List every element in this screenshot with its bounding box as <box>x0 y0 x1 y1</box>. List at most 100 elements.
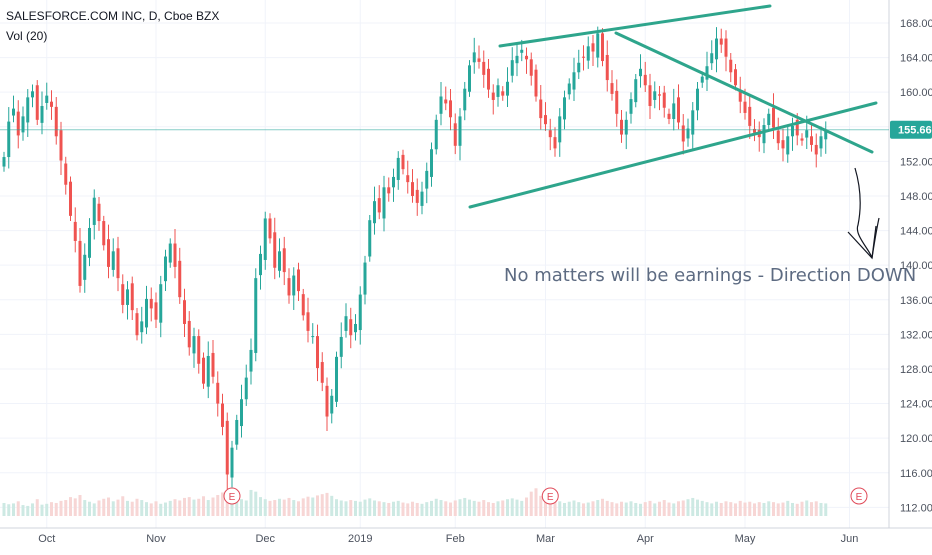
volume-bar <box>301 498 305 516</box>
volume-bar <box>406 503 410 516</box>
volume-bar <box>653 503 657 516</box>
volume-bar <box>211 497 215 516</box>
volume-bar <box>382 502 386 516</box>
volume-bar <box>544 499 547 516</box>
candle-body <box>54 106 58 137</box>
price-axis: 168.00164.00160.00156.00152.00148.00144.… <box>900 18 932 514</box>
candle-body <box>73 221 77 241</box>
candle-body <box>206 355 210 387</box>
volume-bar <box>700 500 704 516</box>
volume-bar <box>50 502 53 516</box>
volume-bar <box>762 502 766 516</box>
candle-body <box>278 251 281 271</box>
candle-body <box>776 130 780 144</box>
candle-body <box>392 176 395 188</box>
volume-bar <box>729 502 733 516</box>
volume-bar <box>824 503 828 516</box>
earnings-marker <box>850 487 868 505</box>
price-tick-label: 128.00 <box>900 364 932 376</box>
candle-body <box>729 59 733 73</box>
volume-bar <box>563 502 566 516</box>
candle-body <box>297 269 300 292</box>
trendline <box>498 4 772 48</box>
volume-bar <box>629 501 633 516</box>
volume-bar <box>192 499 196 516</box>
last-price-tag: 155.66 <box>890 120 932 139</box>
volume-bar <box>107 497 110 516</box>
volume-bar <box>387 502 391 516</box>
volume-bar <box>59 500 63 516</box>
candle-body <box>453 123 457 146</box>
candle-body <box>696 88 699 111</box>
time-tick-label: Jun <box>841 533 859 545</box>
candle-body <box>525 55 528 60</box>
candle-body <box>254 278 258 353</box>
candle-body <box>734 69 737 86</box>
candle-body <box>316 336 319 369</box>
volume-bar <box>515 499 519 516</box>
candle-body <box>544 115 547 125</box>
volume-bar <box>520 500 524 516</box>
candle-body <box>382 187 386 219</box>
candle-body <box>164 256 167 282</box>
volume-bar <box>363 499 367 516</box>
volume-indicator-label[interactable]: Vol (20) <box>6 29 48 43</box>
volume-bar <box>69 497 72 516</box>
volume-bar <box>83 500 87 516</box>
candle-body <box>240 399 243 427</box>
price-tick-label: 144.00 <box>900 226 932 238</box>
candle-body <box>738 91 742 102</box>
candle-body <box>35 85 39 120</box>
volume-bar <box>753 503 756 516</box>
candle-body <box>78 240 82 286</box>
price-tag-bg <box>890 120 932 139</box>
earnings-marker-label: E <box>856 492 863 503</box>
candle-body <box>325 385 329 417</box>
candle-body <box>805 130 809 138</box>
volume-bar <box>392 501 395 516</box>
volume-bar <box>496 501 500 516</box>
candle-body <box>553 137 557 149</box>
candle-body <box>187 320 191 348</box>
volume-bar <box>586 502 590 516</box>
volume-bar <box>686 499 690 516</box>
volume-bar <box>230 495 234 516</box>
candle-body <box>387 187 391 194</box>
candle-body <box>121 284 125 305</box>
symbol-title[interactable]: SALESFORCE.COM INC, D, Cboe BZX <box>6 9 220 23</box>
volume-bar <box>743 502 747 516</box>
candle-body <box>178 260 182 298</box>
volume-bar <box>297 501 300 516</box>
candle-body <box>681 125 685 142</box>
volume-bar <box>268 500 272 516</box>
time-tick-label: Feb <box>446 533 465 545</box>
candle-body <box>401 154 405 170</box>
volume-bar <box>259 497 262 516</box>
volume-bar <box>263 499 267 516</box>
price-tick-label: 148.00 <box>900 191 932 203</box>
volume-bar <box>772 502 775 516</box>
candle-body <box>824 129 828 140</box>
volume-bar <box>254 491 258 516</box>
earnings-marker-label: E <box>229 492 236 503</box>
volume-bar <box>748 501 752 516</box>
candle-body <box>624 119 628 135</box>
candle-body <box>434 119 438 150</box>
volume-bar <box>634 502 638 516</box>
volume-bar <box>491 502 495 516</box>
volume-bar <box>344 501 348 516</box>
volume-bar <box>187 497 191 516</box>
volume-bar <box>558 501 562 516</box>
candle-body <box>582 56 585 58</box>
candle-body <box>216 382 220 404</box>
volume-bar <box>368 498 372 516</box>
candle-body <box>411 182 414 196</box>
candle-body <box>64 163 68 185</box>
candle-body <box>21 116 25 133</box>
candle-body <box>662 92 666 108</box>
volume-bar <box>724 501 728 516</box>
earnings-marker-label: E <box>547 492 554 503</box>
candle-body <box>16 111 20 136</box>
